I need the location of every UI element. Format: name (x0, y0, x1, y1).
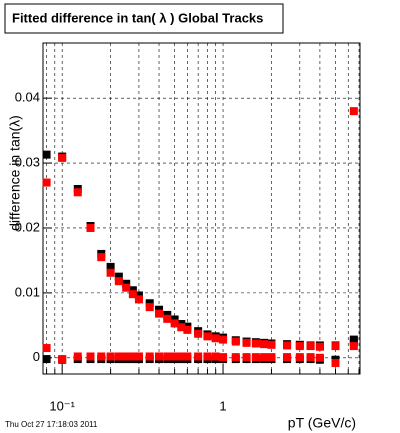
marker (349, 337, 358, 346)
marker (251, 353, 260, 362)
marker (42, 355, 51, 364)
marker (73, 352, 82, 361)
marker (203, 352, 212, 361)
marker (86, 223, 95, 232)
marker (331, 358, 340, 367)
marker (183, 352, 192, 361)
title-box (4, 3, 284, 34)
marker (134, 352, 143, 361)
marker (231, 353, 240, 362)
marker (106, 268, 115, 277)
marker (260, 340, 269, 349)
marker (97, 352, 106, 361)
marker (242, 338, 251, 347)
marker (128, 290, 137, 299)
marker (283, 353, 292, 362)
marker (114, 272, 123, 281)
y-axis-label: difference in tan(λ) (7, 115, 23, 231)
marker (306, 353, 315, 362)
marker (183, 325, 192, 334)
marker (42, 178, 51, 187)
marker (219, 353, 228, 362)
marker (194, 352, 203, 361)
marker (260, 353, 269, 362)
marker (155, 352, 164, 361)
marker (170, 319, 179, 328)
marker (267, 353, 276, 362)
marker (122, 283, 131, 292)
marker (349, 107, 358, 116)
marker (145, 303, 154, 312)
marker (331, 342, 340, 351)
marker (86, 352, 95, 361)
marker (163, 314, 172, 323)
marker (315, 353, 324, 362)
marker (283, 341, 292, 350)
y-tick-label: 0.04 (15, 90, 40, 105)
marker (106, 352, 115, 361)
y-tick-label: 0.01 (15, 284, 40, 299)
marker (211, 334, 220, 343)
marker (349, 342, 358, 351)
chart-title: Fitted difference in tan( λ ) Global Tra… (12, 10, 263, 25)
x-tick-label: 1 (219, 398, 226, 413)
marker (145, 352, 154, 361)
marker (155, 309, 164, 318)
marker (242, 353, 251, 362)
marker (58, 153, 67, 162)
y-tick-label: 0.03 (15, 155, 40, 170)
marker (58, 355, 67, 364)
marker (295, 353, 304, 362)
marker (73, 188, 82, 197)
marker (170, 352, 179, 361)
x-axis-label: pT (GeV/c) (288, 415, 356, 431)
plot-frame (42, 42, 361, 375)
marker (295, 342, 304, 351)
marker (134, 295, 143, 304)
marker (97, 253, 106, 262)
marker (106, 262, 115, 271)
marker (114, 277, 123, 286)
marker (194, 329, 203, 338)
marker (177, 323, 186, 332)
marker (163, 352, 172, 361)
y-tick-label: 0 (33, 349, 40, 364)
marker (114, 352, 123, 361)
y-tick-label: 0.02 (15, 219, 40, 234)
marker (306, 342, 315, 351)
marker (122, 352, 131, 361)
marker (42, 344, 51, 353)
marker (231, 337, 240, 346)
marker (128, 352, 137, 361)
marker (219, 335, 228, 344)
marker (42, 150, 51, 159)
marker (211, 352, 220, 361)
marker (315, 342, 324, 351)
marker (251, 339, 260, 348)
timestamp: Thu Oct 27 17:18:03 2011 (5, 420, 98, 429)
x-tick-label: 10⁻¹ (49, 398, 75, 413)
marker (203, 332, 212, 341)
marker (267, 340, 276, 349)
marker (177, 352, 186, 361)
